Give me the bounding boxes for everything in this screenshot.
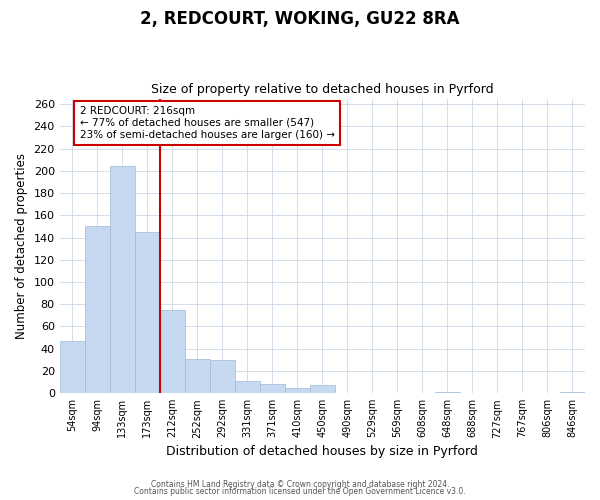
- Bar: [135, 232, 160, 393]
- Title: Size of property relative to detached houses in Pyrford: Size of property relative to detached ho…: [151, 83, 494, 96]
- Y-axis label: Number of detached properties: Number of detached properties: [15, 153, 28, 339]
- Text: Contains HM Land Registry data © Crown copyright and database right 2024.: Contains HM Land Registry data © Crown c…: [151, 480, 449, 489]
- Bar: [310, 386, 335, 393]
- Bar: [285, 388, 310, 393]
- Bar: [560, 392, 585, 393]
- X-axis label: Distribution of detached houses by size in Pyrford: Distribution of detached houses by size …: [166, 444, 478, 458]
- Bar: [235, 381, 260, 393]
- Bar: [110, 166, 135, 393]
- Text: 2, REDCOURT, WOKING, GU22 8RA: 2, REDCOURT, WOKING, GU22 8RA: [140, 10, 460, 28]
- Bar: [210, 360, 235, 393]
- Bar: [59, 341, 85, 393]
- Bar: [85, 226, 110, 393]
- Text: Contains public sector information licensed under the Open Government Licence v3: Contains public sector information licen…: [134, 488, 466, 496]
- Bar: [185, 358, 210, 393]
- Text: 2 REDCOURT: 216sqm
← 77% of detached houses are smaller (547)
23% of semi-detach: 2 REDCOURT: 216sqm ← 77% of detached hou…: [80, 106, 335, 140]
- Bar: [160, 310, 185, 393]
- Bar: [260, 384, 285, 393]
- Bar: [435, 392, 460, 393]
